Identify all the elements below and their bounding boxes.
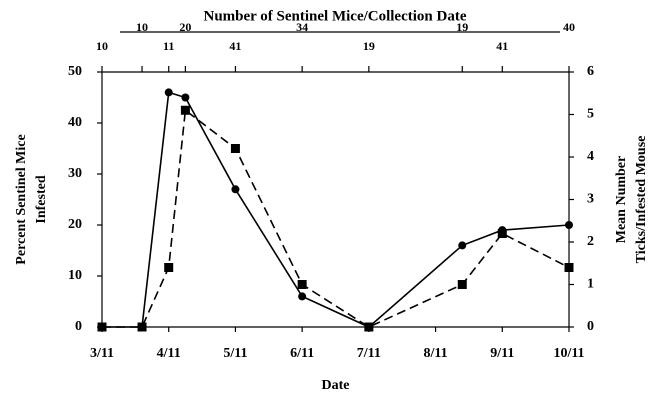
y-tick-label: 0 bbox=[75, 319, 82, 334]
circle-marker bbox=[565, 221, 573, 229]
circle-marker bbox=[298, 292, 307, 301]
square-marker bbox=[497, 229, 507, 238]
x-tick-label: 3/11 bbox=[90, 346, 114, 361]
circle-marker bbox=[231, 185, 240, 194]
y-tick-label: 10 bbox=[68, 268, 82, 283]
y2-tick-label: 1 bbox=[587, 277, 594, 292]
y2-tick-label: 6 bbox=[587, 64, 594, 79]
top-count: 11 bbox=[163, 39, 174, 53]
top-count: 20 bbox=[179, 20, 191, 34]
x-tick-label: 10/11 bbox=[553, 346, 584, 361]
square-marker bbox=[164, 263, 174, 272]
y-tick-label: 40 bbox=[68, 115, 82, 130]
series-line bbox=[102, 108, 570, 328]
top-count: 41 bbox=[229, 39, 241, 53]
square-marker bbox=[97, 322, 107, 332]
top-count: 10 bbox=[96, 39, 108, 53]
x-tick-label: 4/11 bbox=[157, 346, 181, 361]
circle-marker bbox=[458, 241, 467, 250]
top-count: 19 bbox=[456, 20, 468, 34]
series-line bbox=[102, 91, 570, 328]
y2-tick-label: 0 bbox=[587, 319, 594, 334]
top-count: 40 bbox=[563, 20, 575, 34]
x-axis-label: Date bbox=[322, 378, 350, 393]
x-tick-label: 7/11 bbox=[357, 346, 381, 361]
y2-tick-label: 3 bbox=[587, 192, 594, 207]
x-tick-label: 5/11 bbox=[223, 346, 247, 361]
circle-marker bbox=[181, 93, 190, 102]
square-marker bbox=[137, 322, 147, 332]
square-marker bbox=[457, 280, 467, 289]
square-marker bbox=[180, 105, 190, 115]
y2-tick-label: 2 bbox=[587, 234, 594, 249]
top-count: 10 bbox=[136, 20, 148, 34]
top-count: 41 bbox=[496, 39, 508, 53]
circle-marker bbox=[164, 88, 173, 97]
square-marker bbox=[564, 263, 574, 272]
y-axis-label: Infested bbox=[34, 175, 49, 223]
square-marker bbox=[297, 280, 307, 289]
square-marker bbox=[364, 322, 374, 332]
y2-tick-label: 4 bbox=[587, 149, 594, 164]
x-tick-label: 8/11 bbox=[424, 346, 448, 361]
y2-axis-label: Ticks/Infested Mouse bbox=[634, 136, 649, 264]
y-axis-label: Percent Sentinel Mice bbox=[14, 134, 29, 264]
y-tick-label: 50 bbox=[68, 64, 82, 79]
x-tick-label: 6/11 bbox=[290, 346, 314, 361]
x-tick-label: 9/11 bbox=[490, 346, 514, 361]
y-tick-label: 30 bbox=[68, 166, 82, 181]
top-count: 19 bbox=[363, 39, 375, 53]
top-title: Number of Sentinel Mice/Collection Date bbox=[203, 8, 466, 24]
plot-frame bbox=[101, 71, 570, 328]
y-tick-label: 20 bbox=[68, 217, 82, 232]
top-count: 34 bbox=[296, 20, 308, 34]
y2-axis-label: Mean Number bbox=[614, 156, 629, 244]
y2-tick-label: 5 bbox=[587, 107, 594, 122]
square-marker bbox=[230, 144, 240, 153]
